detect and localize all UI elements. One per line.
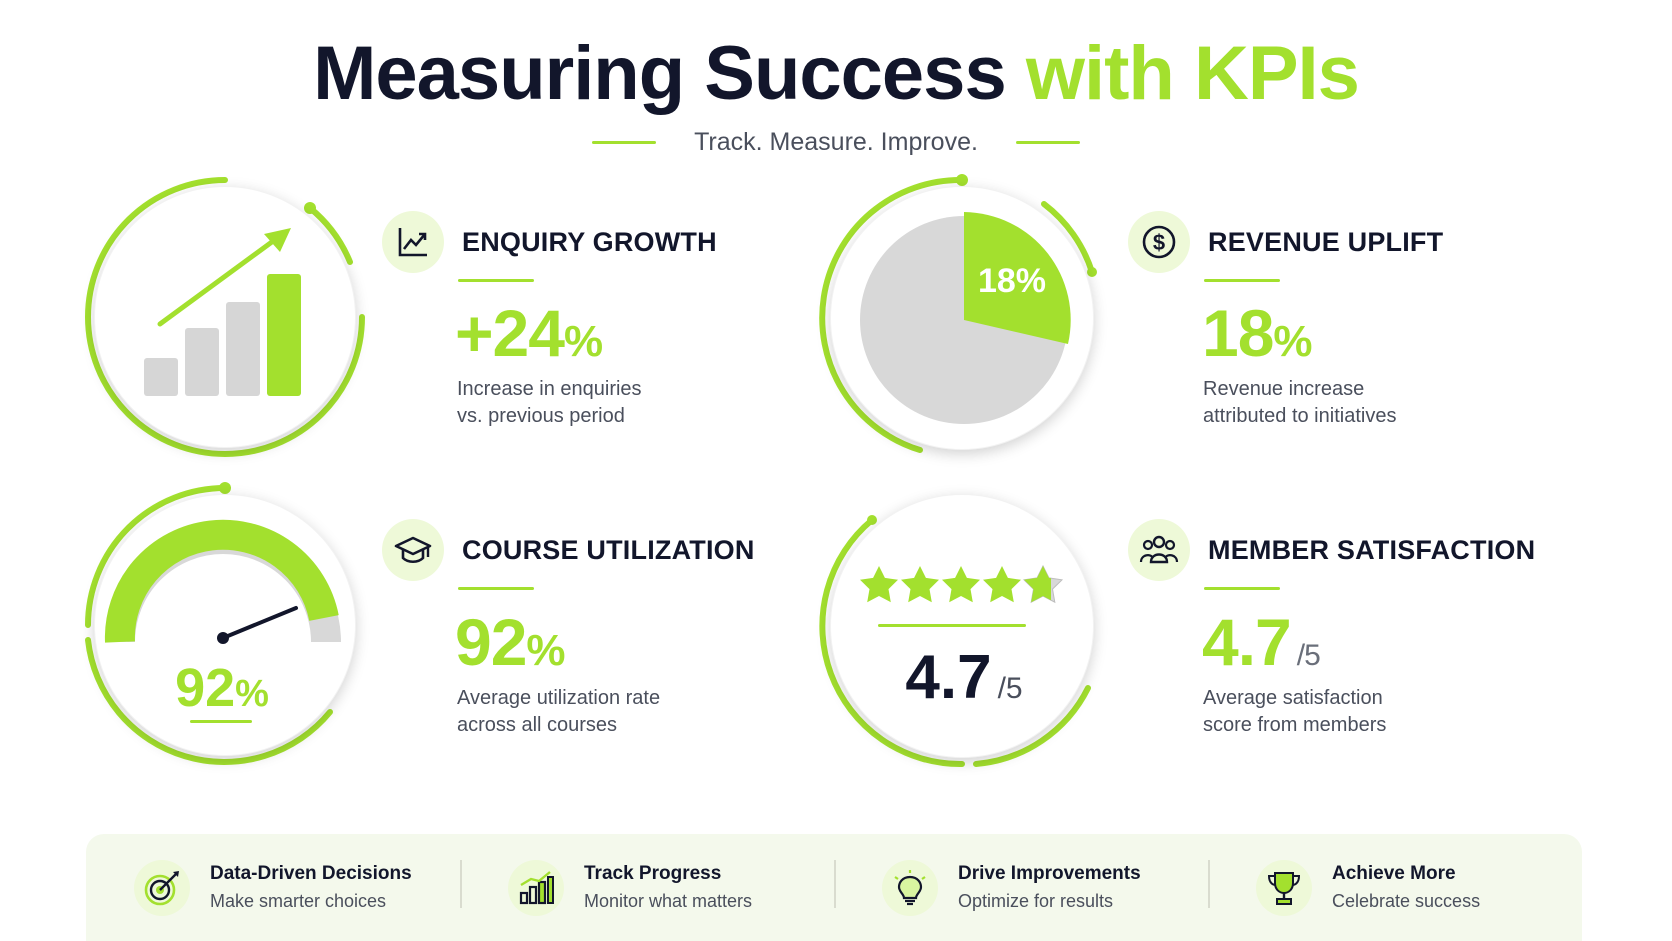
desc-line: Average satisfaction bbox=[1203, 687, 1383, 709]
subtitle-divider-left bbox=[592, 141, 657, 144]
footer-bar: Data-Driven Decisions Make smarter choic… bbox=[86, 834, 1582, 941]
chart-up-icon bbox=[382, 211, 444, 273]
svg-text:$: $ bbox=[1153, 230, 1165, 255]
gauge-fill bbox=[104, 519, 339, 643]
stars-underline bbox=[878, 624, 1026, 627]
trophy-icon bbox=[1256, 859, 1312, 916]
bar-1 bbox=[144, 358, 178, 396]
kpi-rule-member bbox=[1204, 587, 1280, 590]
subtitle: Track. Measure. Improve. bbox=[694, 128, 978, 156]
graduation-cap-icon bbox=[382, 519, 444, 581]
pie-label: 18% bbox=[978, 262, 1046, 300]
footer-title: Achieve More bbox=[1332, 863, 1456, 884]
footer-sub: Celebrate success bbox=[1332, 891, 1481, 911]
footer-text: Achieve More Celebrate success bbox=[1332, 863, 1480, 912]
pie-slice bbox=[964, 212, 1071, 344]
kpi-rule-revenue bbox=[1204, 279, 1280, 282]
value-number: 4.7 bbox=[1202, 605, 1292, 679]
footer-item-drive-improvements: Drive Improvements Optimize for results bbox=[834, 834, 1208, 941]
kpi-head-course: COURSE UTILIZATION bbox=[382, 519, 755, 581]
subtitle-divider-right bbox=[1015, 141, 1080, 144]
kpi-rule-enquiry bbox=[458, 279, 534, 282]
gauge-underline bbox=[190, 720, 252, 723]
gauge-hub bbox=[217, 632, 229, 644]
kpi-rule-course bbox=[458, 587, 534, 590]
footer-sub: Monitor what matters bbox=[584, 891, 753, 911]
desc-line: Increase in enquiries bbox=[457, 378, 642, 400]
kpi-title-course: COURSE UTILIZATION bbox=[462, 534, 755, 565]
pie-visual: 18% bbox=[860, 212, 1071, 424]
value-unit: % bbox=[1273, 317, 1312, 366]
trend-arrow bbox=[157, 233, 283, 327]
value-unit: % bbox=[563, 317, 603, 366]
revenue-circle: 18% bbox=[830, 186, 1094, 450]
title-accent: with KPIs bbox=[1025, 31, 1360, 116]
footer-text: Data-Driven Decisions Make smarter choic… bbox=[210, 863, 412, 912]
desc-line: score from members bbox=[1203, 714, 1387, 736]
bar-2 bbox=[185, 328, 219, 396]
desc-line: vs. previous period bbox=[457, 405, 625, 427]
subtitle-row: Track. Measure. Improve. bbox=[0, 128, 1672, 157]
footer-item-achieve-more: Achieve More Celebrate success bbox=[1208, 834, 1582, 941]
desc-line: Revenue increase bbox=[1203, 378, 1365, 400]
course-ring bbox=[85, 482, 333, 765]
kpi-head-member: MEMBER SATISFACTION bbox=[1128, 519, 1535, 581]
kpi-value-member: 4.7/5 bbox=[1202, 604, 1321, 680]
member-ring bbox=[819, 515, 1091, 768]
desc-line: attributed to initiatives bbox=[1203, 405, 1397, 427]
course-circle: 92% bbox=[94, 494, 356, 756]
footer-item-track-progress: Track Progress Monitor what matters bbox=[460, 834, 834, 941]
kpi-title-member: MEMBER SATISFACTION bbox=[1208, 534, 1536, 565]
member-circle: 4.7/5 bbox=[830, 494, 1094, 758]
kpi-desc-enquiry: Increase in enquiries vs. previous period bbox=[457, 376, 787, 430]
kpi-head-revenue: $ REVENUE UPLIFT bbox=[1128, 211, 1443, 273]
footer-title: Track Progress bbox=[584, 863, 722, 884]
page-title: Measuring Success with KPIs bbox=[0, 30, 1672, 117]
value-number: 18 bbox=[1202, 296, 1274, 370]
kpi-value-revenue: 18% bbox=[1202, 295, 1313, 371]
gauge-needle bbox=[221, 606, 298, 640]
value-unit: % bbox=[526, 626, 565, 675]
revenue-ring bbox=[819, 174, 1097, 453]
kpi-title-enquiry: ENQUIRY GROWTH bbox=[462, 226, 717, 257]
bar-3 bbox=[226, 302, 260, 396]
kpi-desc-member: Average satisfaction score from members bbox=[1203, 685, 1533, 739]
footer-text: Track Progress Monitor what matters bbox=[584, 863, 752, 912]
gauge-visual: 92% bbox=[104, 519, 341, 723]
kpi-desc-revenue: Revenue increase attributed to initiative… bbox=[1203, 376, 1533, 430]
lightbulb-icon bbox=[882, 859, 938, 916]
bar-chart-icon bbox=[508, 859, 564, 916]
title-main: Measuring Success bbox=[313, 31, 1007, 116]
footer-title: Drive Improvements bbox=[958, 863, 1141, 884]
footer-sub: Make smarter choices bbox=[210, 891, 387, 911]
bar-4 bbox=[267, 274, 301, 396]
rating-value: 4.7/5 bbox=[905, 643, 1022, 712]
dollar-icon: $ bbox=[1128, 211, 1190, 273]
people-icon bbox=[1128, 519, 1190, 581]
value-denom: /5 bbox=[1296, 639, 1321, 672]
target-icon bbox=[134, 859, 190, 916]
desc-line: across all courses bbox=[457, 714, 618, 736]
stars-visual: 4.7/5 bbox=[860, 565, 1063, 712]
gauge-value: 92% bbox=[175, 658, 269, 718]
footer-sub: Optimize for results bbox=[958, 891, 1114, 911]
kpi-head-enquiry: ENQUIRY GROWTH bbox=[382, 211, 717, 273]
kpi-value-enquiry: +24% bbox=[455, 295, 603, 371]
kpi-desc-course: Average utilization rate across all cours… bbox=[457, 685, 787, 739]
desc-line: Average utilization rate bbox=[457, 687, 661, 709]
value-number: +24 bbox=[455, 296, 565, 370]
kpi-title-revenue: REVENUE UPLIFT bbox=[1208, 226, 1444, 257]
footer-title: Data-Driven Decisions bbox=[210, 863, 412, 884]
kpi-value-course: 92% bbox=[455, 604, 566, 680]
footer-item-data-driven: Data-Driven Decisions Make smarter choic… bbox=[86, 834, 460, 941]
enquiry-circle bbox=[94, 186, 356, 448]
value-number: 92 bbox=[455, 605, 527, 679]
trend-arrow-head bbox=[264, 228, 291, 252]
bar-chart-visual bbox=[144, 228, 301, 396]
footer-text: Drive Improvements Optimize for results bbox=[958, 863, 1141, 912]
enquiry-ring bbox=[85, 177, 365, 457]
